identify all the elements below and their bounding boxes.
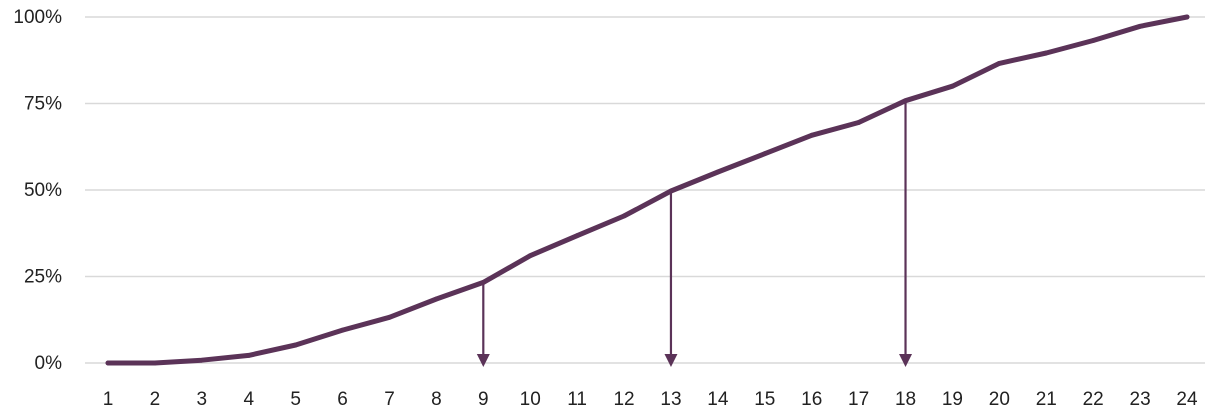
- data-point: [105, 360, 111, 366]
- data-point: [574, 233, 580, 239]
- y-tick-label: 75%: [24, 94, 62, 115]
- data-point: [480, 279, 486, 285]
- x-tick-label: 2: [150, 389, 161, 410]
- data-point: [1043, 50, 1049, 56]
- x-tick-label: 20: [989, 389, 1010, 410]
- annotation-arrow-head: [476, 354, 490, 367]
- data-point: [293, 342, 299, 348]
- data-point: [152, 360, 158, 366]
- annotation-arrows: [476, 100, 913, 367]
- annotation-arrow: [476, 282, 490, 367]
- annotation-arrow-head: [664, 354, 678, 367]
- data-point: [668, 188, 674, 194]
- x-tick-label: 9: [478, 389, 489, 410]
- x-tick-label: 11: [567, 389, 587, 410]
- data-point: [621, 213, 627, 219]
- y-tick-label: 25%: [24, 267, 62, 288]
- data-point: [1184, 14, 1190, 20]
- data-point: [903, 98, 908, 104]
- data-point: [1090, 38, 1096, 43]
- x-tick-label: 10: [520, 389, 541, 410]
- x-tick-label: 22: [1083, 389, 1104, 410]
- data-point: [340, 327, 345, 333]
- x-tick-label: 4: [243, 389, 254, 410]
- x-tick-label: 12: [613, 389, 634, 410]
- data-point: [1137, 23, 1143, 29]
- x-tick-label: 13: [660, 389, 681, 410]
- x-tick-label: 15: [754, 389, 775, 410]
- x-tick-label: 8: [431, 389, 442, 410]
- data-point: [387, 314, 392, 320]
- series-line: [105, 14, 1190, 366]
- x-tick-label: 23: [1130, 389, 1151, 410]
- data-point: [199, 357, 205, 363]
- series-layer: [105, 14, 1190, 366]
- annotation-arrow: [664, 191, 678, 367]
- x-tick-label: 18: [895, 389, 916, 410]
- data-point: [809, 132, 815, 138]
- y-tick-label: 100%: [13, 7, 62, 28]
- x-tick-label: 14: [707, 389, 729, 410]
- x-tick-label: 3: [197, 389, 208, 410]
- gridlines: [85, 16, 1205, 364]
- data-point: [950, 83, 955, 89]
- x-tick-label: 7: [384, 389, 395, 410]
- data-point: [246, 352, 252, 358]
- x-tick-label: 5: [290, 389, 301, 410]
- data-point: [856, 120, 862, 125]
- data-point: [527, 253, 533, 259]
- y-axis-tick-labels: 0% 25% 50% 75% 100%: [13, 7, 62, 374]
- annotation-arrow-head: [899, 354, 913, 367]
- y-tick-label: 0%: [35, 353, 63, 374]
- y-tick-label: 50%: [24, 180, 62, 201]
- data-point: [762, 151, 768, 157]
- annotation-arrow: [899, 100, 913, 367]
- x-tick-label: 16: [801, 389, 822, 410]
- x-tick-label: 6: [337, 389, 348, 410]
- data-point: [433, 296, 439, 302]
- x-tick-label: 17: [848, 389, 869, 410]
- x-tick-label: 19: [942, 389, 963, 410]
- x-tick-label: 21: [1036, 389, 1057, 410]
- x-tick-label: 24: [1176, 389, 1198, 410]
- x-tick-label: 1: [103, 389, 114, 410]
- data-point: [996, 60, 1002, 66]
- x-axis-tick-labels: 1 2 3 4 5 6 7 8 9 10 11 12 13 14 15 16 17 18 19 20 21 22 23 24: [103, 389, 1198, 410]
- data-point: [715, 169, 721, 175]
